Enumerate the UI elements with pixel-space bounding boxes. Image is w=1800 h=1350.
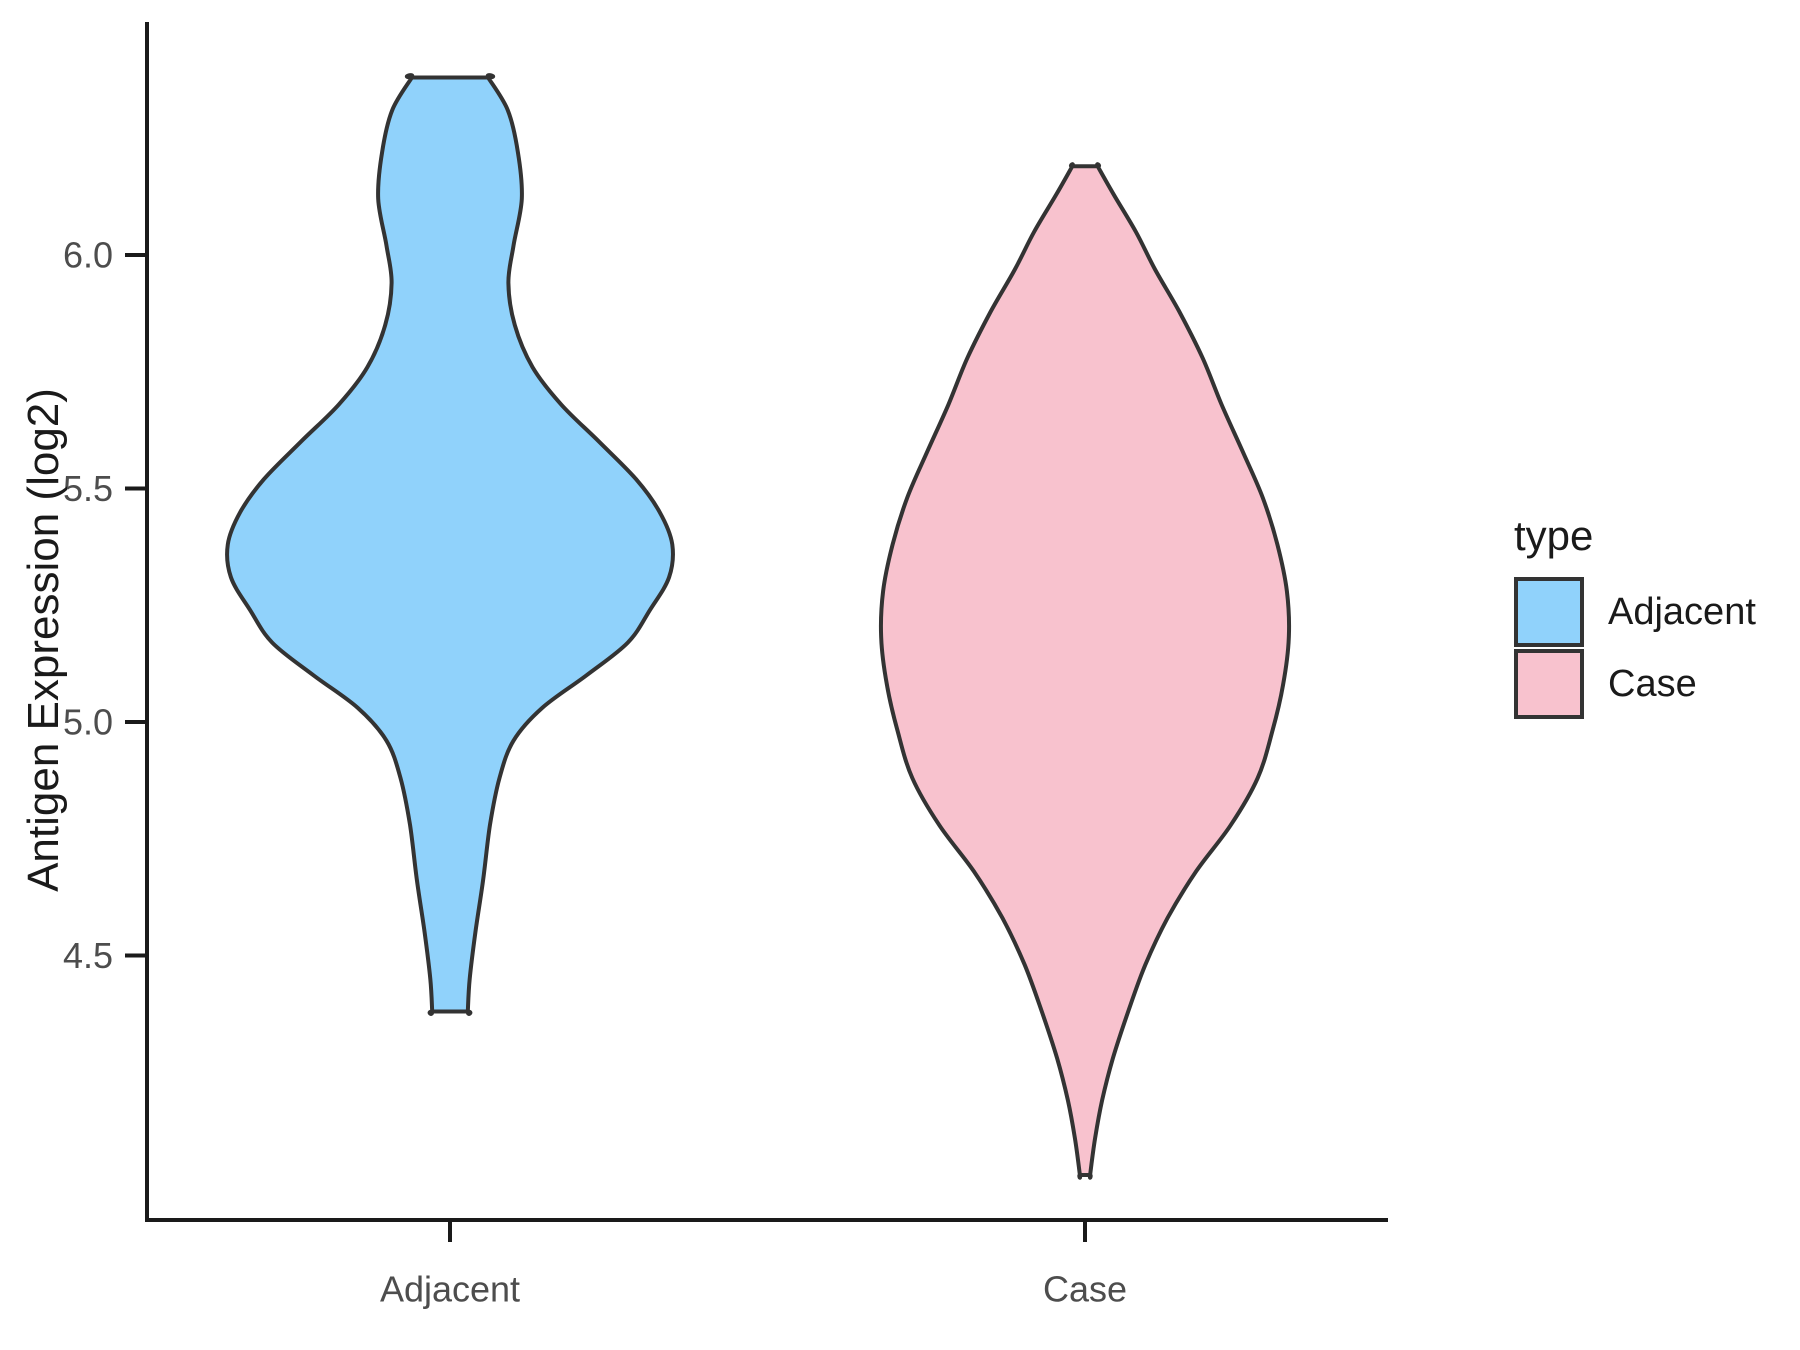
y-tick-label-5.5: 5.5 xyxy=(63,468,113,509)
y-tick-label-5.0: 5.0 xyxy=(63,702,113,743)
legend-key-adjacent xyxy=(1514,577,1584,647)
violin-adjacent xyxy=(225,73,675,1016)
legend-label-case: Case xyxy=(1608,662,1697,705)
y-tick-label-4.5: 4.5 xyxy=(63,935,113,976)
legend-entry-case: Case xyxy=(1514,648,1756,720)
y-axis-title: Antigen Expression (log2) xyxy=(19,388,68,892)
legend-key-case xyxy=(1514,649,1584,719)
x-tick-label-adjacent: Adjacent xyxy=(380,1268,520,1309)
x-tick-label-case: Case xyxy=(1043,1268,1127,1309)
legend-title: type xyxy=(1514,512,1594,559)
legend: type Adjacent Case xyxy=(1514,512,1756,720)
legend-entry-adjacent: Adjacent xyxy=(1514,576,1756,648)
violin-case xyxy=(878,162,1292,1180)
y-tick-label-6.0: 6.0 xyxy=(63,235,113,276)
legend-label-adjacent: Adjacent xyxy=(1608,590,1756,633)
